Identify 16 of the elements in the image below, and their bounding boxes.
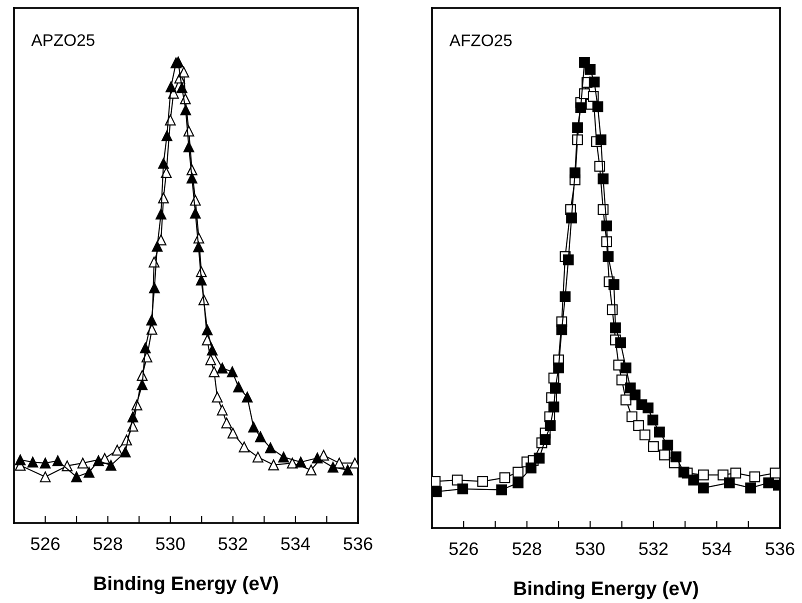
x-tick-label: 528 [93, 537, 122, 550]
x-tick-label: 530 [576, 542, 605, 556]
text: APZO25 [31, 34, 94, 46]
x-axis-title: Binding Energy (eV) [94, 576, 278, 594]
x-tick-label: 530 [156, 537, 185, 550]
x-tick-label: 528 [512, 542, 542, 556]
x-tick-label: 536 [766, 542, 794, 556]
text: AFZO25 [449, 34, 512, 46]
x-tick-label: 526 [30, 537, 60, 550]
x-tick-label: 536 [344, 537, 372, 550]
x-tick-label: 526 [449, 542, 478, 556]
x-tick-label: 534 [702, 542, 732, 556]
x-tick-label: 534 [281, 537, 310, 550]
x-axis-title: Binding Energy (eV) [514, 580, 698, 600]
x-tick-label: 532 [639, 542, 668, 556]
x-tick-label: 532 [218, 537, 248, 550]
